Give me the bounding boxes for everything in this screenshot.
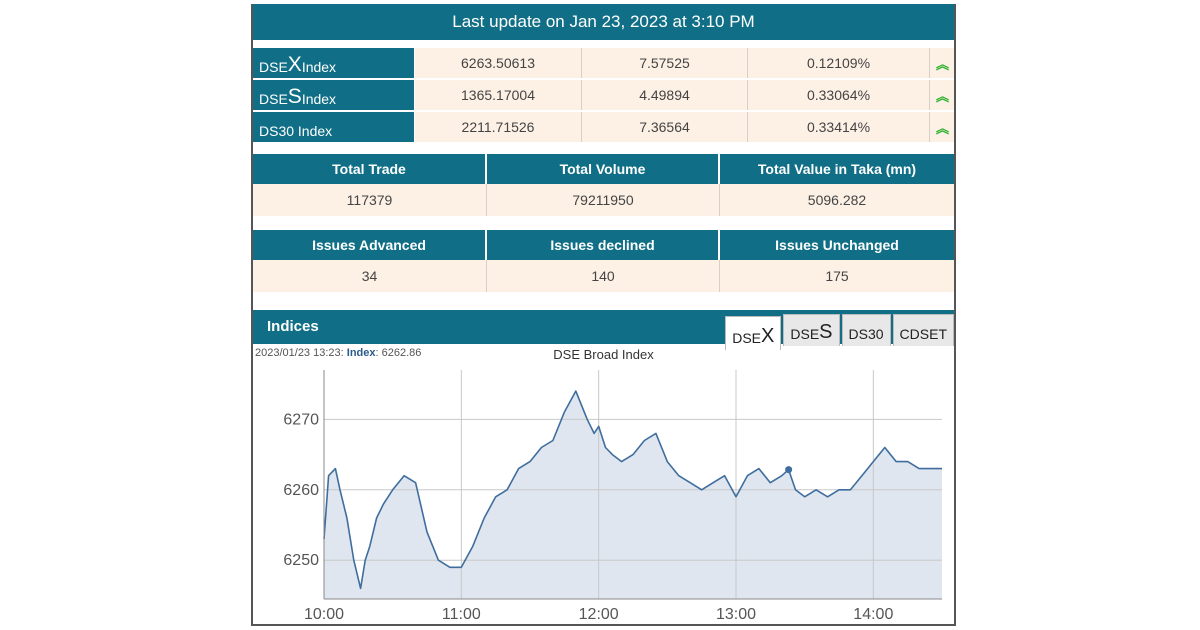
y-tick-label: 6260 [283,482,319,499]
index-change: 4.49894 [582,80,748,110]
index-value: 2211.71526 [415,112,582,142]
index-change: 7.36564 [582,112,748,142]
tab-dses[interactable]: DSE S [783,314,840,346]
highlight-point [785,466,793,474]
column-header: Total Volume [487,154,720,184]
double-chevron-up-icon: ︽ [935,56,949,72]
index-row-dses[interactable]: DSE S Index 1365.17004 4.49894 0.33064% ︽ [253,80,954,110]
tab-dsex[interactable]: DSE X [725,316,782,350]
index-tabs: DSE X DSE S DS30 CDSET [725,314,954,350]
chart-tooltip-caption: 2023/01/23 13:23: Index: 6262.86 [255,347,422,359]
series-area [324,391,942,599]
x-tick-label: 12:00 [579,606,619,623]
index-name: DSE S Index [253,80,415,110]
issues-declined-value: 140 [487,260,720,292]
issues-unchanged-value: 175 [825,268,849,284]
double-chevron-up-icon: ︽ [935,88,949,104]
x-tick-label: 11:00 [442,606,481,623]
index-value: 6263.50613 [415,48,582,78]
x-tick-label: 13:00 [716,606,756,623]
column-header: Total Trade [253,154,487,184]
index-name: DS30 Index [253,112,415,142]
column-header: Issues Advanced [253,230,487,260]
tab-ds30[interactable]: DS30 [841,314,891,346]
index-name: DSE X Index [253,48,415,78]
arrow-cell: ︽ [930,112,954,142]
double-chevron-up-icon: ︽ [935,120,949,136]
index-change: 7.57525 [582,48,748,78]
x-tick-label: 10:00 [304,606,344,623]
issues-advanced-value: 34 [253,260,487,292]
tab-cdset[interactable]: CDSET [892,314,954,346]
trade-summary-header: Total Trade Total Volume Total Value in … [253,154,954,184]
column-header: Issues Unchanged [775,237,899,253]
column-header: Issues declined [487,230,720,260]
issues-summary-values: 34 140 175 [253,260,954,292]
column-header: Total Value in Taka (mn) [757,161,917,177]
index-row-ds30[interactable]: DS30 Index 2211.71526 7.36564 0.33414% ︽ [253,112,954,142]
total-trade-value: 117379 [253,184,487,216]
issues-summary-header: Issues Advanced Issues declined Issues U… [253,230,954,260]
index-table: DSE X Index 6263.50613 7.57525 0.12109% ︽… [253,48,954,144]
arrow-cell: ︽ [930,80,954,110]
trade-summary-values: 117379 79211950 5096.282 [253,184,954,216]
index-percent: 0.33414% [748,112,930,142]
total-volume-value: 79211950 [487,184,720,216]
y-tick-label: 6270 [283,411,319,428]
index-percent: 0.33064% [748,80,930,110]
index-row-dsex[interactable]: DSE X Index 6263.50613 7.57525 0.12109% ︽ [253,48,954,78]
indices-header: Indices DSE X DSE S DS30 CDSET [253,310,954,350]
trade-summary-table: Total Trade Total Volume Total Value in … [253,154,954,216]
indices-title: Indices [267,318,319,335]
arrow-cell: ︽ [930,48,954,78]
x-tick-label: 14:00 [853,606,893,623]
market-summary-panel: Last update on Jan 23, 2023 at 3:10 PM D… [251,4,956,626]
index-percent: 0.12109% [748,48,930,78]
last-update-text: Last update on Jan 23, 2023 at 3:10 PM [452,12,755,31]
y-tick-label: 6250 [283,552,319,569]
series-line [323,390,942,590]
issues-summary-table: Issues Advanced Issues declined Issues U… [253,230,954,292]
dse-broad-index-chart[interactable]: 6250 6260 6270 10:00 11:00 12:00 13:00 14:00 [253,362,954,624]
index-value: 1365.17004 [415,80,582,110]
last-update-banner: Last update on Jan 23, 2023 at 3:10 PM [253,4,954,40]
total-value-taka: 5096.282 [807,192,867,208]
